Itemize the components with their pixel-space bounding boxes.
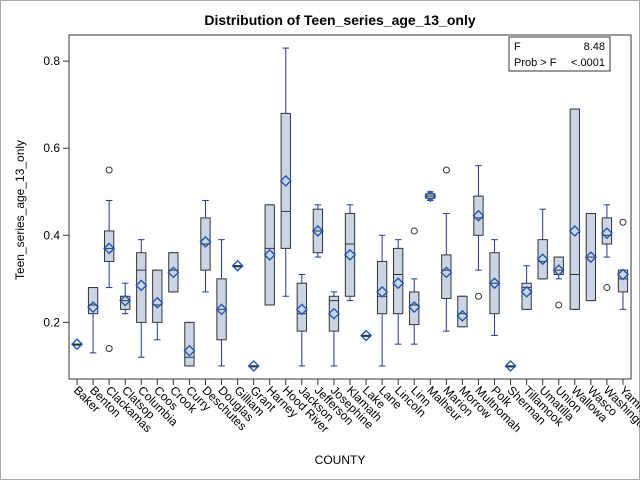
mean-marker	[295, 303, 308, 316]
stats-box-border	[508, 36, 611, 72]
mean-marker	[311, 224, 324, 237]
x-axis-label: COUNTY	[315, 453, 366, 467]
outlier-point	[603, 284, 611, 292]
box	[184, 321, 195, 367]
stats-f-value: 8.48	[584, 41, 605, 53]
box	[168, 252, 179, 293]
mean-marker	[87, 301, 100, 314]
mean-marker	[520, 285, 533, 298]
outlier-point	[474, 292, 482, 300]
box	[264, 204, 275, 306]
box	[601, 217, 613, 245]
box	[344, 213, 356, 297]
box	[569, 108, 580, 310]
outlier-point	[105, 345, 113, 353]
mean-marker	[568, 224, 581, 237]
mean-marker	[199, 235, 212, 248]
mean-marker	[279, 174, 292, 187]
outlier-point	[442, 166, 450, 174]
mean-marker	[167, 266, 180, 279]
mean-marker	[376, 285, 389, 298]
mean-marker	[616, 268, 629, 281]
outlier-point	[410, 227, 418, 235]
mean-marker	[263, 248, 276, 261]
mean-marker	[584, 251, 597, 264]
outlier-point	[619, 218, 627, 226]
box	[473, 195, 484, 236]
box	[296, 282, 307, 332]
mean-marker	[344, 248, 356, 261]
chart-title: Distribution of Teen_series_age_13_only	[204, 12, 475, 28]
stats-f-label: F	[514, 41, 521, 53]
mean-marker	[183, 344, 196, 357]
box	[537, 239, 548, 280]
box	[103, 230, 115, 262]
mean-marker	[488, 277, 501, 290]
mean-marker	[456, 309, 469, 322]
mean-marker	[215, 303, 228, 316]
mean-marker	[151, 296, 164, 309]
y-tick-label: 0.6	[43, 141, 60, 155]
y-tick-label: 0.4	[43, 228, 60, 242]
y-tick-label: 0.2	[43, 315, 60, 329]
mean-marker	[552, 264, 565, 277]
mean-marker	[440, 266, 453, 279]
outlier-point	[105, 166, 113, 174]
stats-box: F 8.48 Prob > F <.0001	[508, 36, 611, 72]
mean-marker	[600, 227, 613, 240]
mean-marker	[472, 209, 485, 222]
box	[152, 269, 163, 323]
mean-marker	[424, 190, 437, 203]
stats-prob-value: <.0001	[571, 57, 605, 69]
mean-marker	[247, 359, 260, 372]
mean-marker	[231, 259, 244, 272]
mean-marker	[504, 359, 517, 372]
mean-marker	[135, 279, 148, 292]
mean-marker	[327, 307, 340, 320]
box	[393, 247, 404, 315]
box	[280, 112, 291, 249]
mean-marker	[71, 338, 84, 351]
mean-marker	[408, 301, 421, 314]
mean-marker	[536, 253, 549, 266]
mean-marker	[360, 329, 373, 342]
y-axis-label: Teen_series_age_13_only	[13, 140, 27, 280]
box	[87, 287, 99, 315]
y-tick-label: 0.8	[43, 54, 60, 68]
box	[136, 252, 147, 323]
stats-prob-label: Prob > F	[514, 57, 557, 69]
outlier-point	[555, 301, 563, 309]
mean-marker	[103, 242, 116, 255]
mean-marker	[119, 294, 132, 307]
mean-marker	[392, 277, 405, 290]
box	[328, 295, 340, 332]
